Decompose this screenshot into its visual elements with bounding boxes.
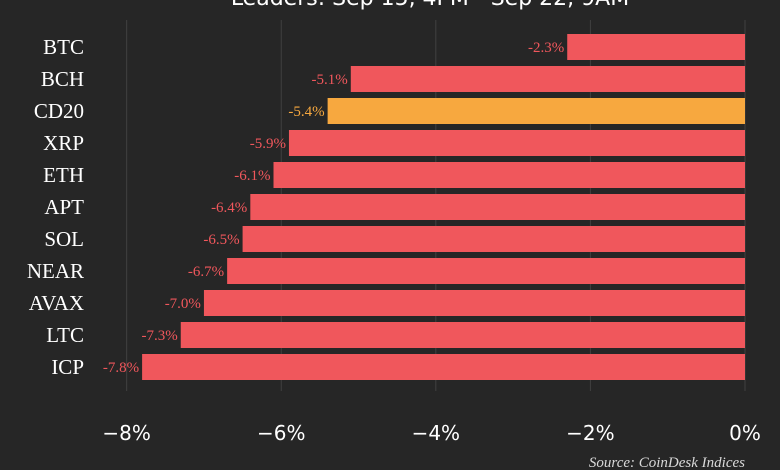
bar-sol [242, 226, 745, 252]
category-labels: BTC BCH CD20 XRP ETH APT SOL NEAR AVAX LTC ICP [27, 35, 84, 379]
value-label: -6.1% [234, 168, 270, 184]
chart-title: Leaders: Sep 15, 4PM - Sep 22, 9AM [231, 0, 629, 11]
x-axis-tick-labels: −8% −6% −4% −2% 0% [102, 421, 760, 445]
x-tick-label: 0% [729, 421, 761, 445]
category-label: XRP [43, 131, 84, 155]
category-label: BCH [41, 67, 84, 91]
category-label: ICP [51, 355, 84, 379]
category-label: SOL [44, 227, 84, 251]
bar-icp [142, 354, 745, 380]
value-labels: -2.3% -5.1% -5.4%-5.9% -6.1% -6.4% -6.5% -6.7%… [103, 40, 564, 376]
category-label: NEAR [27, 259, 84, 283]
value-label: -6.4% [211, 200, 247, 216]
category-label: BTC [43, 35, 84, 59]
value-label: -2.3% [528, 40, 564, 56]
x-tick-label: −6% [257, 421, 306, 445]
bar-cd20 [327, 98, 745, 124]
x-tick-label: −2% [566, 421, 615, 445]
category-label: CD20 [34, 99, 84, 123]
x-tick-label: −4% [412, 421, 461, 445]
bars [142, 34, 746, 380]
source-note: Source: CoinDesk Indices [589, 455, 745, 470]
value-label: -5.4% [288, 104, 324, 120]
value-label: -7.0% [165, 296, 201, 312]
category-label: AVAX [29, 291, 84, 315]
value-label: -7.8% [103, 360, 139, 376]
value-label: -5.1% [312, 72, 348, 88]
bar-near [227, 258, 746, 284]
category-label: LTC [46, 323, 84, 347]
value-label: -7.3% [142, 328, 178, 344]
bar-btc [567, 34, 745, 60]
x-tick-label: −8% [102, 421, 151, 445]
bar-apt [250, 194, 746, 220]
bar-bch [350, 66, 745, 92]
value-label: -5.9% [250, 136, 286, 152]
category-label: ETH [43, 163, 84, 187]
bar-ltc [180, 322, 746, 348]
bar-xrp [288, 130, 745, 156]
value-label: -6.7% [188, 264, 224, 280]
bar-avax [203, 290, 746, 316]
bar-eth [273, 162, 745, 188]
category-label: APT [44, 195, 84, 219]
value-label: -6.5% [203, 232, 239, 248]
